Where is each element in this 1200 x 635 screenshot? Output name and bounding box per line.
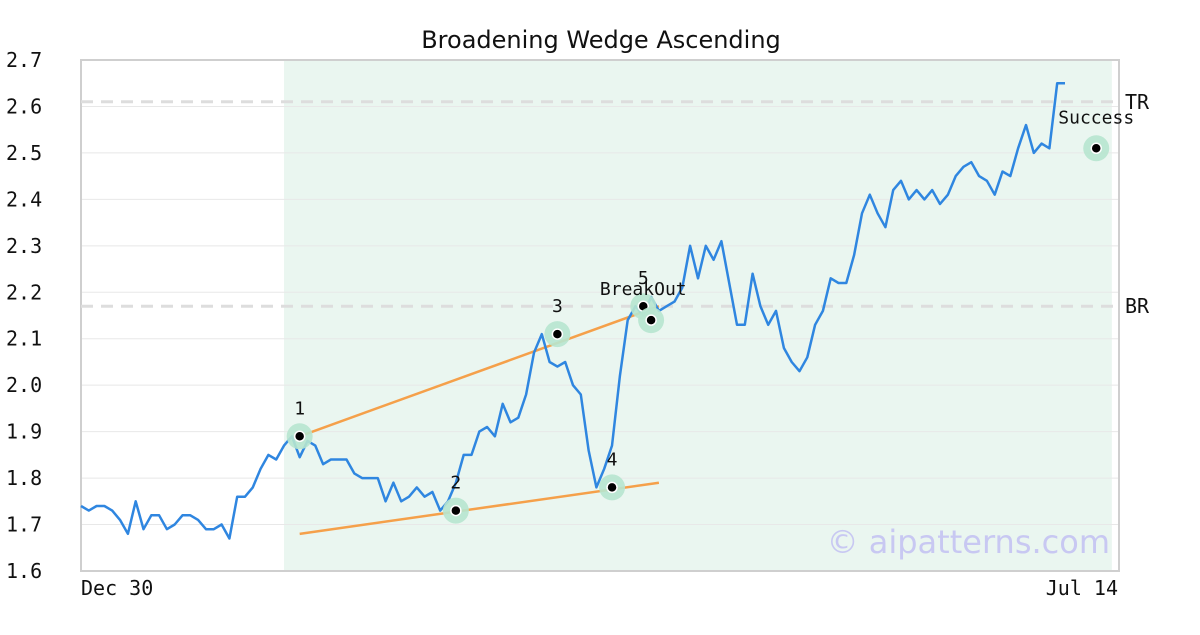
point-marker (450, 504, 462, 517)
point-marker (551, 328, 564, 340)
y-tick-label: 2.7 (6, 48, 42, 72)
y-tick-label: 2.6 (6, 94, 42, 118)
annotation-label: BreakOut (600, 279, 687, 300)
watermark: © aipatterns.com (827, 523, 1110, 561)
y-tick-label: 2.3 (6, 234, 42, 258)
y-tick-label: 2.4 (6, 187, 42, 211)
x-tick-label: Jul 14 (1046, 576, 1118, 600)
pattern-region (284, 61, 1112, 570)
trendline (299, 305, 660, 438)
point-label: 4 (607, 449, 618, 470)
y-tick-label: 1.7 (6, 513, 42, 537)
y-tick-label: 2.5 (6, 141, 42, 165)
y-tick-label: 2.2 (6, 280, 42, 304)
y-tick-label: 1.6 (6, 559, 42, 583)
y-tick-label: 1.9 (6, 420, 42, 444)
chart-title: Broadening Wedge Ascending (421, 26, 781, 54)
point-marker (645, 314, 657, 326)
trendline (299, 481, 660, 536)
point-label: 5 (638, 268, 649, 289)
point-label: 3 (552, 296, 563, 317)
annotation-label: Success (1058, 107, 1134, 128)
point-marker (606, 481, 618, 494)
x-tick-label: Dec 30 (81, 576, 153, 600)
y-tick-label: 2.0 (6, 373, 42, 397)
y-tick-label: 1.8 (6, 466, 42, 490)
point-label: 2 (450, 473, 461, 494)
point-marker (293, 430, 306, 443)
reference-line-label: BR (1125, 294, 1150, 318)
price-line (80, 81, 1065, 540)
point-label: 1 (294, 398, 305, 419)
reference-line-label: TR (1125, 90, 1150, 114)
y-tick-label: 2.1 (6, 327, 42, 351)
point-marker (1090, 142, 1102, 155)
plot-frame (80, 59, 1120, 572)
